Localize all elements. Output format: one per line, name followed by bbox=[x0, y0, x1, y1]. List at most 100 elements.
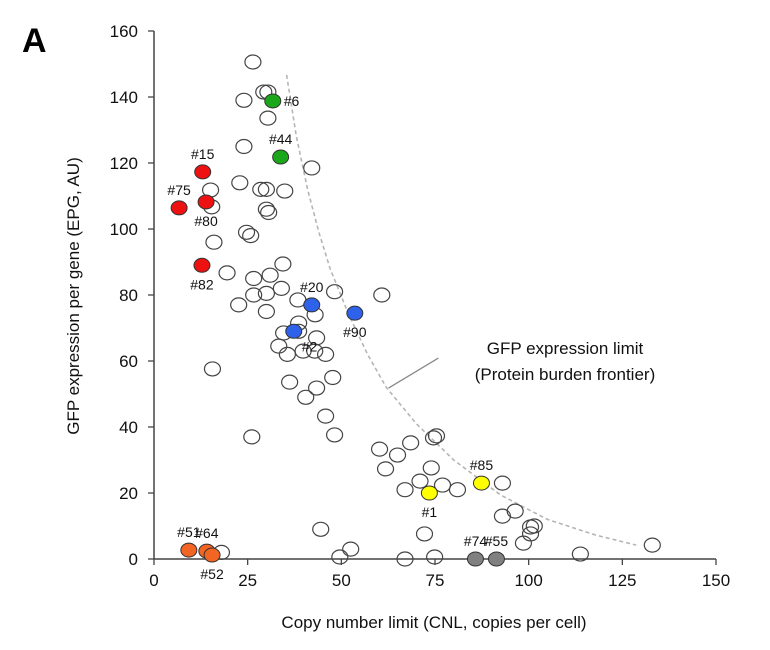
data-point bbox=[396, 482, 414, 498]
highlighted-point bbox=[487, 551, 505, 567]
x-tick-label: 25 bbox=[238, 571, 257, 590]
data-point bbox=[242, 228, 260, 244]
highlighted-point bbox=[170, 200, 188, 216]
y-tick-label: 0 bbox=[129, 550, 138, 569]
point-label: #64 bbox=[195, 525, 219, 541]
point-label: #44 bbox=[269, 131, 293, 147]
data-point bbox=[245, 270, 263, 287]
y-tick-label: 160 bbox=[110, 22, 138, 41]
y-tick-label: 140 bbox=[110, 88, 138, 107]
highlighted-point bbox=[194, 164, 212, 180]
data-point bbox=[308, 380, 326, 396]
annotation-line2: (Protein burden frontier) bbox=[475, 365, 655, 384]
data-point bbox=[218, 265, 236, 281]
point-label: #1 bbox=[422, 504, 438, 520]
data-point bbox=[424, 430, 443, 446]
data-point bbox=[396, 551, 414, 567]
data-point bbox=[373, 287, 391, 303]
data-point bbox=[306, 343, 324, 359]
data-point bbox=[303, 160, 321, 176]
data-point bbox=[308, 330, 326, 346]
data-point bbox=[388, 447, 407, 463]
data-point bbox=[643, 537, 661, 553]
x-tick-label: 150 bbox=[702, 571, 730, 590]
data-point bbox=[525, 518, 543, 534]
data-point bbox=[270, 338, 288, 354]
annotation-pointer-line bbox=[388, 357, 439, 389]
data-point bbox=[422, 460, 440, 476]
data-point bbox=[272, 280, 290, 296]
data-point bbox=[426, 549, 444, 565]
data-point bbox=[571, 546, 589, 562]
data-point bbox=[257, 303, 275, 320]
x-tick-label: 100 bbox=[514, 571, 542, 590]
point-label: #52 bbox=[200, 566, 224, 582]
point-label: #85 bbox=[470, 457, 494, 473]
data-point bbox=[203, 361, 222, 377]
data-point bbox=[257, 181, 275, 197]
data-point bbox=[245, 287, 263, 303]
data-point bbox=[261, 267, 279, 283]
annotation-line1: GFP expression limit bbox=[487, 339, 644, 358]
point-label: #80 bbox=[194, 213, 218, 229]
y-tick-label: 120 bbox=[110, 154, 138, 173]
data-point bbox=[294, 343, 312, 359]
point-label: #90 bbox=[343, 324, 367, 340]
data-point bbox=[260, 204, 278, 221]
highlighted-point bbox=[346, 305, 364, 321]
data-point bbox=[331, 549, 349, 565]
point-label: #6 bbox=[284, 93, 300, 109]
data-point bbox=[259, 110, 277, 126]
highlighted-point bbox=[420, 485, 438, 501]
highlighted-point bbox=[472, 475, 490, 491]
highlighted-point bbox=[203, 547, 221, 563]
data-point bbox=[433, 477, 452, 493]
highlighted-point bbox=[285, 323, 303, 339]
data-point bbox=[276, 183, 294, 199]
highlighted-point bbox=[197, 194, 215, 210]
point-label: #15 bbox=[191, 146, 215, 162]
point-label: #82 bbox=[190, 276, 214, 292]
data-point bbox=[506, 503, 524, 519]
data-point bbox=[257, 285, 275, 301]
data-point bbox=[278, 346, 296, 362]
data-point bbox=[297, 389, 315, 405]
x-tick-label: 50 bbox=[332, 571, 351, 590]
data-point bbox=[255, 84, 273, 100]
data-point bbox=[312, 521, 330, 537]
panel-label: A bbox=[22, 22, 47, 60]
highlighted-point bbox=[193, 257, 211, 273]
data-point bbox=[402, 435, 420, 451]
x-tick-label: 125 bbox=[608, 571, 636, 590]
y-tick-label: 20 bbox=[119, 484, 138, 503]
highlighted-point bbox=[272, 149, 290, 165]
y-tick-label: 60 bbox=[119, 352, 138, 371]
data-point bbox=[370, 441, 389, 457]
highlighted-point bbox=[180, 542, 198, 558]
data-point bbox=[244, 54, 262, 70]
data-point bbox=[257, 201, 275, 217]
data-point bbox=[281, 374, 299, 390]
data-point bbox=[324, 369, 342, 386]
data-point bbox=[342, 541, 360, 557]
y-tick-label: 100 bbox=[110, 220, 138, 239]
x-axis-label: Copy number limit (CNL, copies per cell) bbox=[281, 613, 586, 632]
x-tick-label: 0 bbox=[149, 571, 158, 590]
data-point bbox=[237, 224, 256, 240]
data-point bbox=[514, 535, 533, 551]
point-label: #2 bbox=[302, 338, 318, 354]
axes: 0 20 40 60 80 100 120 140 160 0 25 50 75 100 125 150 bbox=[110, 22, 731, 590]
data-point bbox=[493, 475, 512, 491]
data-point bbox=[205, 234, 223, 250]
data-point bbox=[376, 461, 395, 477]
data-point bbox=[427, 428, 446, 444]
point-label: #75 bbox=[167, 182, 191, 198]
frontier-curve-group bbox=[285, 74, 637, 546]
frontier-curve bbox=[285, 74, 637, 546]
data-point bbox=[274, 256, 292, 272]
data-point bbox=[235, 138, 253, 155]
data-point bbox=[325, 427, 344, 443]
highlighted-point bbox=[264, 93, 282, 109]
highlighted-point bbox=[303, 297, 321, 313]
